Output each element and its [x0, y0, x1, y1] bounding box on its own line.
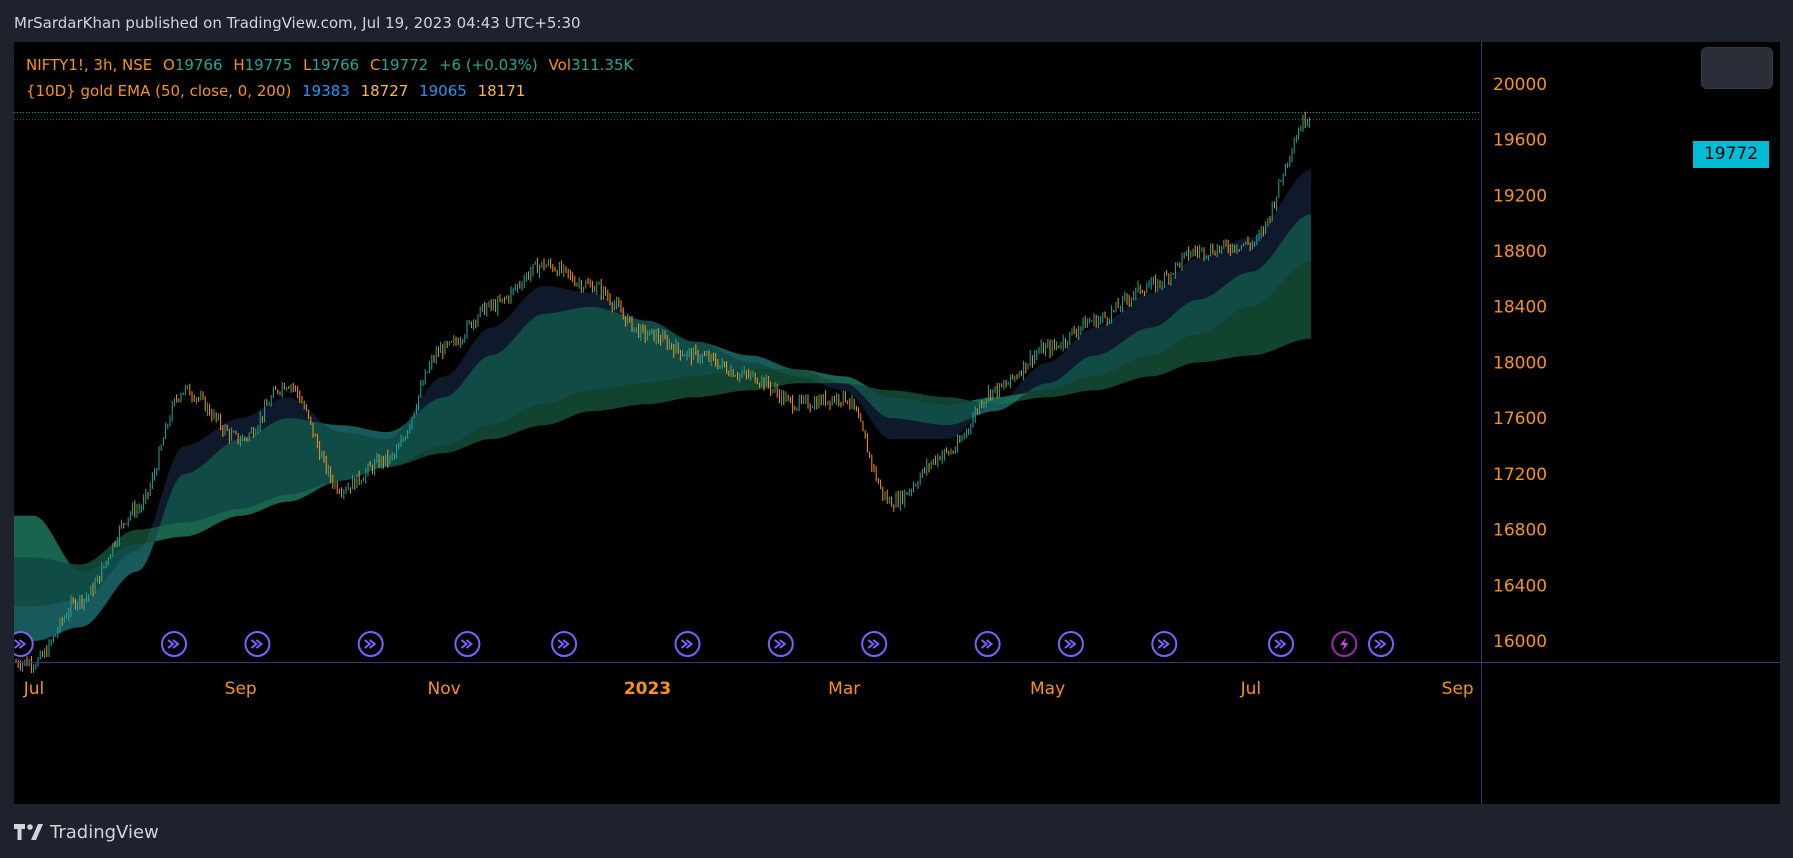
symbol-legend-row: NIFTY1!, 3h, NSE O19766 H19775 L19766 C1… [26, 52, 645, 78]
chart-legend: NIFTY1!, 3h, NSE O19766 H19775 L19766 C1… [26, 52, 645, 104]
ema-ribbon-fast [14, 169, 1311, 642]
price-tick-label: 18000 [1493, 353, 1547, 373]
price-tick-label: 16800 [1493, 521, 1547, 541]
fast-forward-glyph [1274, 639, 1287, 649]
time-tick-label: Nov [428, 679, 461, 699]
indicator-value-4: 18171 [477, 82, 526, 100]
indicator-name[interactable]: {10D} gold EMA (50, close, 0, 200) [26, 82, 292, 100]
low-label: L [303, 56, 312, 74]
indicator-value-2: 18727 [360, 82, 409, 100]
volume-value: 311.35K [571, 56, 634, 74]
high-value: 19775 [244, 56, 293, 74]
chart-pane[interactable]: 16000 16400 16800 17200 17600 18000 18400 18800… [14, 42, 1780, 804]
fast-forward-glyph [14, 639, 27, 649]
price-tick-label: 18800 [1493, 242, 1547, 262]
fast-forward-glyph [364, 639, 377, 649]
chart-svg[interactable]: 16000 16400 16800 17200 17600 18000 18400 18800… [14, 42, 1780, 804]
fast-forward-glyph [167, 639, 180, 649]
time-tick-label: Jul [1240, 679, 1262, 699]
time-tick-label: May [1030, 679, 1065, 699]
fast-forward-glyph [867, 639, 880, 649]
price-tick-label: 17600 [1493, 409, 1547, 429]
price-tick-label: 17200 [1493, 465, 1547, 485]
fast-forward-glyph [680, 639, 694, 649]
fast-forward-glyph [980, 639, 994, 649]
fast-forward-glyph [557, 639, 570, 649]
price-tick-label: 19200 [1493, 186, 1547, 206]
price-tick-label: 16400 [1493, 576, 1547, 596]
price-tick-label: 19600 [1493, 131, 1547, 151]
time-tick-label: 2023 [624, 679, 671, 699]
lightning-glyph [1340, 637, 1349, 651]
tradingview-brand: TradingView [50, 821, 159, 843]
time-tick-label: Jul [23, 679, 45, 699]
publisher-line: MrSardarKhan published on TradingView.co… [14, 14, 581, 32]
fast-forward-glyph [1374, 639, 1387, 649]
close-label: C [369, 56, 381, 74]
fast-forward-glyph [1064, 639, 1077, 649]
time-tick-label: Sep [225, 679, 257, 699]
ema-ribbon-slow [14, 261, 1311, 572]
ema-ribbon-mid [14, 214, 1311, 642]
open-value: 19766 [174, 56, 223, 74]
change-value: +6 (+0.03%) [438, 56, 538, 74]
volume-label: Vol [548, 56, 571, 74]
indicator-value-3: 19065 [419, 82, 467, 100]
close-value: 19772 [380, 56, 429, 74]
price-tick-label: 18400 [1493, 298, 1547, 318]
fast-forward-glyph [774, 639, 787, 649]
time-tick-label: Sep [1442, 679, 1474, 699]
time-tick-label: Mar [828, 679, 860, 699]
fast-forward-glyph [250, 639, 263, 649]
fast-forward-glyph [1157, 639, 1170, 649]
symbol-label[interactable]: NIFTY1!, 3h, NSE [26, 56, 153, 74]
open-label: O [163, 56, 175, 74]
price-tick-label: 20000 [1493, 75, 1547, 95]
chart-tool-button[interactable] [1701, 47, 1773, 89]
tradingview-logo-icon [14, 824, 43, 840]
fast-forward-glyph [460, 639, 474, 649]
price-tick-label: 16000 [1493, 632, 1547, 652]
ohlc-group: O19766 H19775 L19766 C19772 +6 (+0.03%) … [163, 56, 639, 74]
indicator-value-1: 19383 [302, 82, 350, 100]
last-price-tag: 19772 [1693, 141, 1769, 168]
high-label: H [233, 56, 245, 74]
indicator-legend-row: {10D} gold EMA (50, close, 0, 200) 19383… [26, 78, 645, 104]
low-value: 19766 [311, 56, 360, 74]
tradingview-logo[interactable]: TradingView [14, 818, 159, 846]
